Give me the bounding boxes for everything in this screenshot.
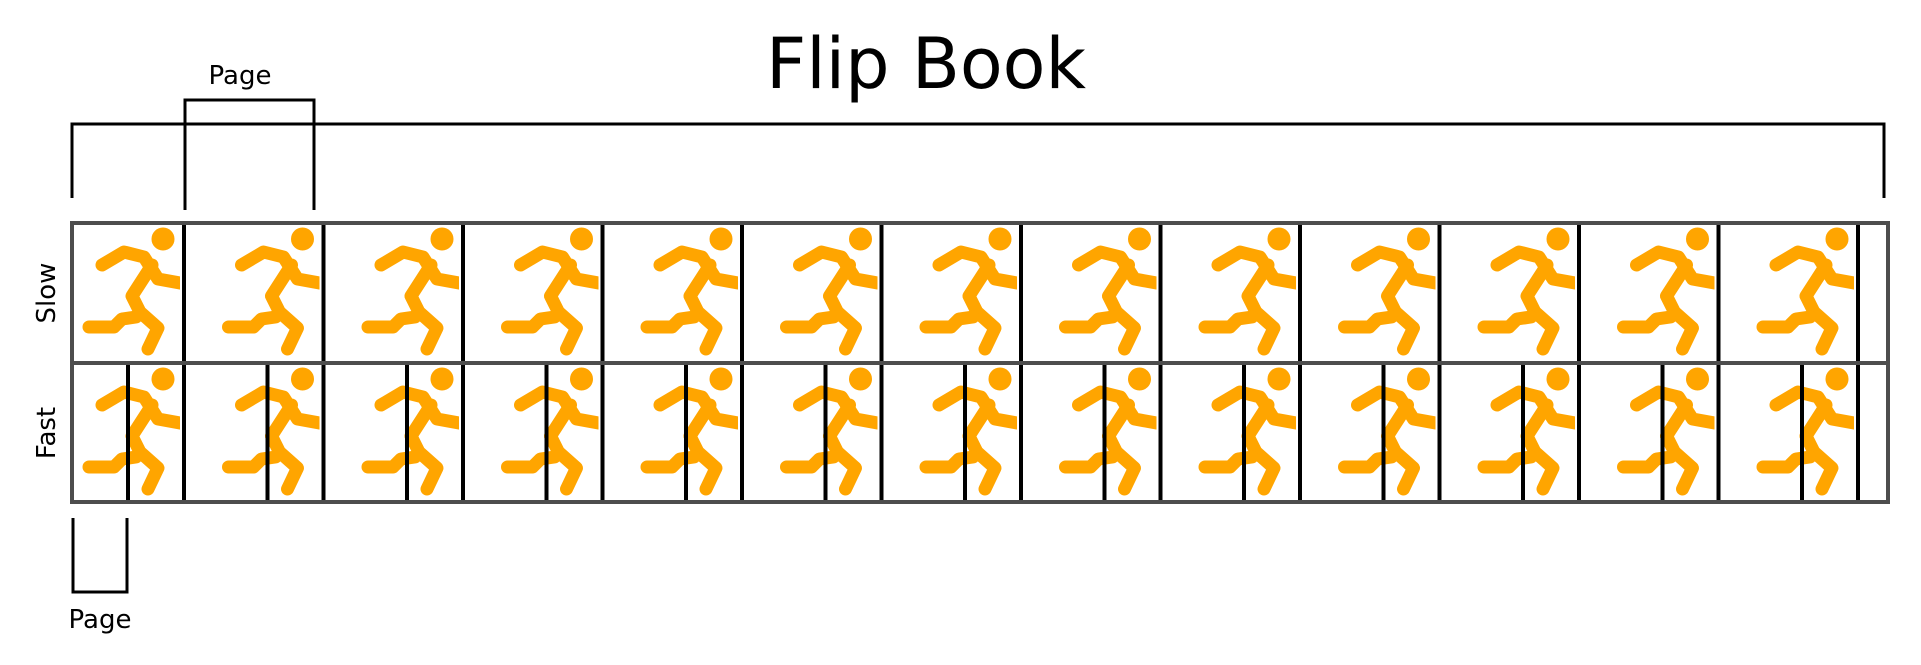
top-brackets bbox=[70, 98, 1886, 210]
running-person-icon bbox=[1066, 228, 1157, 349]
running-person-icon bbox=[926, 368, 1017, 489]
slow-page-label: Page bbox=[209, 61, 272, 91]
fast-page-label: Page bbox=[69, 605, 132, 635]
figure-layer bbox=[89, 228, 1854, 489]
running-person-icon bbox=[368, 228, 459, 349]
running-person-icon bbox=[89, 228, 180, 349]
row-label-slow-wrap: Slow bbox=[32, 263, 62, 324]
book-bracket bbox=[70, 122, 1886, 198]
strip-layer bbox=[70, 221, 1890, 504]
running-person-icon bbox=[1205, 228, 1296, 349]
slow-page-bracket bbox=[183, 98, 316, 210]
running-person-icon bbox=[1345, 228, 1436, 349]
running-person-icon bbox=[647, 228, 738, 349]
bottom-bracket bbox=[71, 518, 129, 594]
fast-page-bracket bbox=[71, 518, 129, 594]
running-person-icon bbox=[229, 228, 320, 349]
running-person-icon bbox=[926, 228, 1017, 349]
running-person-icon bbox=[1624, 368, 1715, 489]
running-person-icon bbox=[1205, 368, 1296, 489]
running-person-icon bbox=[1066, 368, 1157, 489]
running-person-icon bbox=[787, 368, 878, 489]
running-person-icon bbox=[1345, 368, 1436, 489]
divider-layer bbox=[126, 223, 1860, 503]
running-person-icon bbox=[508, 228, 599, 349]
running-person-icon bbox=[1484, 368, 1575, 489]
running-person-icon bbox=[229, 368, 320, 489]
running-person-icon bbox=[1763, 368, 1854, 489]
running-person-icon bbox=[508, 368, 599, 489]
row-label-fast: Fast bbox=[32, 407, 62, 459]
running-person-icon bbox=[1624, 228, 1715, 349]
row-label-slow: Slow bbox=[32, 263, 62, 324]
diagram-title: Flip Book bbox=[766, 23, 1087, 105]
row-label-fast-wrap: Fast bbox=[32, 407, 62, 459]
running-person-icon bbox=[647, 368, 738, 489]
running-person-icon bbox=[89, 368, 180, 489]
running-person-icon bbox=[1484, 228, 1575, 349]
running-person-icon bbox=[787, 228, 878, 349]
running-person-icon bbox=[1763, 228, 1854, 349]
running-person-icon bbox=[368, 368, 459, 489]
